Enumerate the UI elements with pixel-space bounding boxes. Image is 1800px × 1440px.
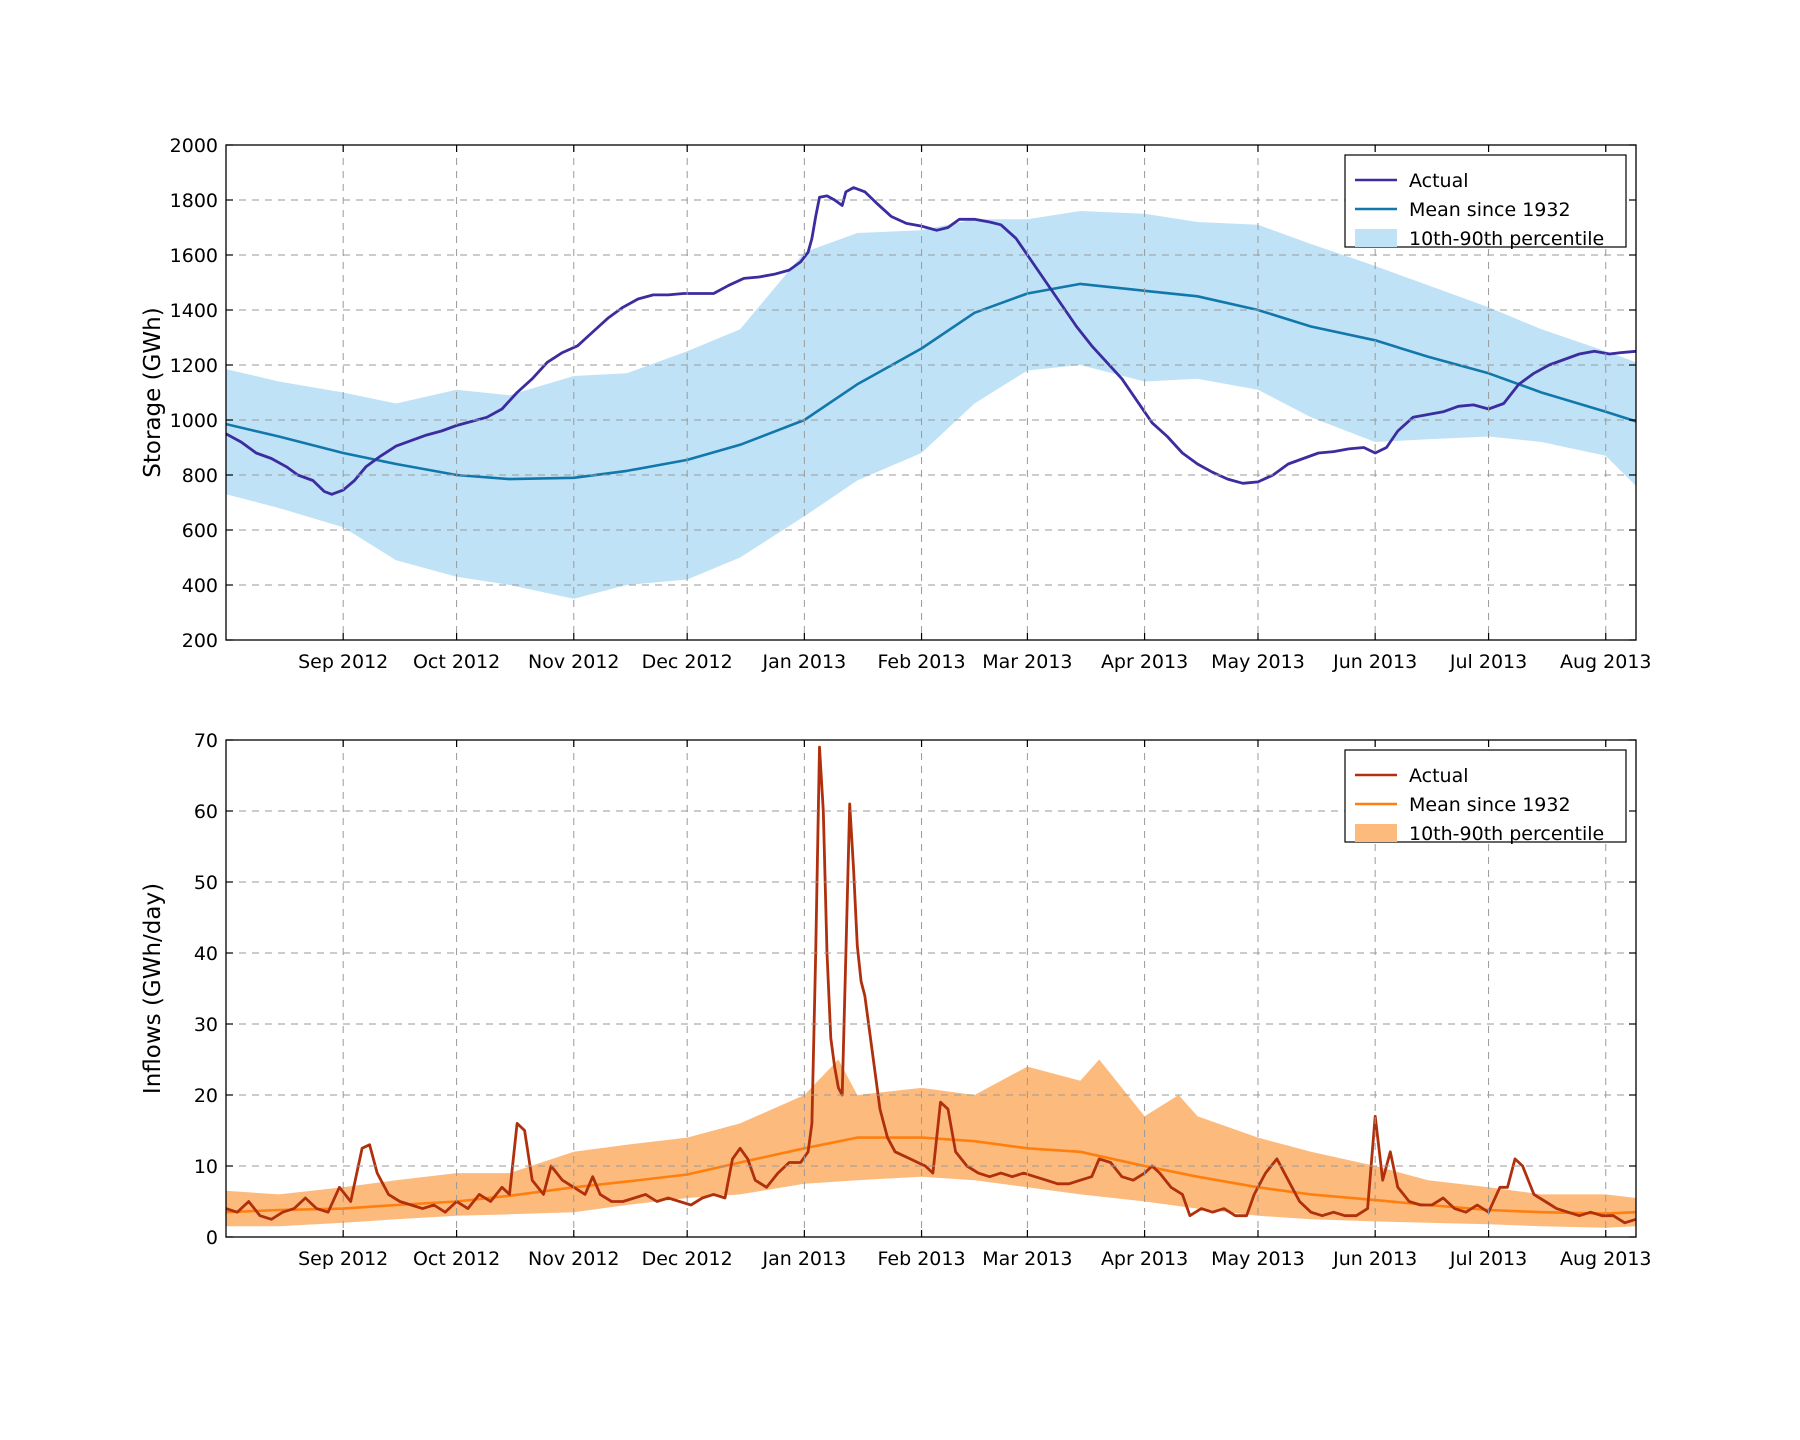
inflows-xtick-label: Dec 2012 [642, 1248, 733, 1270]
storage-ytick-label: 1600 [170, 245, 218, 267]
storage-xtick-label: Jul 2013 [1449, 651, 1527, 673]
storage-ytick-label: 800 [182, 465, 218, 487]
storage-xtick-label: Feb 2013 [878, 651, 966, 673]
inflows-xtick-label: Oct 2012 [413, 1248, 500, 1270]
inflows-plot-area [226, 745, 1636, 1228]
storage-series-actual-line [226, 186, 1636, 496]
storage-xtick-label: Mar 2013 [982, 651, 1072, 673]
inflows-panel: Sep 2012 Oct 2012 Nov 2012 Dec 2012 Jan 2013… [140, 730, 1652, 1270]
inflows-xtick-label: May 2013 [1211, 1248, 1305, 1270]
inflows-xtick-label: Jan 2013 [762, 1248, 847, 1270]
storage-legend-swatch-percentile [1355, 229, 1397, 247]
storage-ytick-label: 1400 [170, 300, 218, 322]
inflows-xtick-label: Aug 2013 [1560, 1248, 1652, 1270]
storage-ytick-label: 1800 [170, 190, 218, 212]
inflows-legend-label-actual: Actual [1409, 765, 1469, 787]
storage-xtick-label: May 2013 [1211, 651, 1305, 673]
inflows-ytick-label: 0 [206, 1227, 218, 1249]
storage-plot-area [226, 186, 1636, 599]
storage-ytick-label: 1000 [170, 410, 218, 432]
inflows-ytick-label: 70 [194, 730, 218, 752]
storage-xtick-label: Jan 2013 [762, 651, 847, 673]
storage-xtick-label: Aug 2013 [1560, 651, 1652, 673]
inflows-axes-frame [225, 739, 1637, 1238]
storage-ytick-label: 1200 [170, 355, 218, 377]
storage-legend-label-actual: Actual [1409, 170, 1469, 192]
storage-axes-frame [225, 144, 1637, 641]
storage-panel: Sep 2012 Oct 2012 Nov 2012 Dec 2012 Jan 2013… [140, 135, 1652, 673]
storage-ytick-label: 600 [182, 520, 218, 542]
inflows-xtick-label: Jun 2013 [1332, 1248, 1417, 1270]
inflows-ylabel: Inflows (GWh/day) [140, 883, 166, 1094]
storage-xtick-label: Jun 2013 [1332, 651, 1417, 673]
storage-legend-label-mean: Mean since 1932 [1409, 199, 1571, 221]
storage-series-mean-line [226, 282, 1636, 481]
inflows-legend: Actual Mean since 1932 10th-90th percentil… [1344, 749, 1627, 845]
inflows-ytick-label: 20 [194, 1085, 218, 1107]
inflows-legend-swatch-percentile [1355, 824, 1397, 842]
storage-ytick-label: 400 [182, 575, 218, 597]
storage-xtick-label: Apr 2013 [1101, 651, 1188, 673]
inflows-xtick-label: Nov 2012 [528, 1248, 619, 1270]
storage-legend: Actual Mean since 1932 10th-90th percentil… [1344, 154, 1627, 250]
inflows-xtick-label: Jul 2013 [1449, 1248, 1527, 1270]
storage-ytick-label: 200 [182, 630, 218, 652]
inflows-ytick-label: 40 [194, 943, 218, 965]
storage-xtick-label: Sep 2012 [298, 651, 388, 673]
inflows-series-actual-line [226, 745, 1636, 1225]
inflows-legend-label-mean: Mean since 1932 [1409, 794, 1571, 816]
inflows-xtick-label: Apr 2013 [1101, 1248, 1188, 1270]
storage-legend-label-percentile: 10th-90th percentile [1409, 228, 1604, 250]
inflows-legend-label-percentile: 10th-90th percentile [1409, 823, 1604, 845]
storage-ylabel: Storage (GWh) [140, 307, 166, 477]
inflows-ytick-label: 10 [194, 1156, 218, 1178]
inflows-ytick-label: 60 [194, 801, 218, 823]
inflows-ytick-label: 50 [194, 872, 218, 894]
storage-xtick-label: Nov 2012 [528, 651, 619, 673]
inflows-ytick-label: 30 [194, 1014, 218, 1036]
storage-ytick-label: 2000 [170, 135, 218, 157]
inflows-xtick-label: Feb 2013 [878, 1248, 966, 1270]
inflows-xtick-label: Mar 2013 [982, 1248, 1072, 1270]
inflows-xtick-label: Sep 2012 [298, 1248, 388, 1270]
storage-percentile-band [226, 211, 1636, 599]
storage-xtick-label: Oct 2012 [413, 651, 500, 673]
storage-xtick-label: Dec 2012 [642, 651, 733, 673]
